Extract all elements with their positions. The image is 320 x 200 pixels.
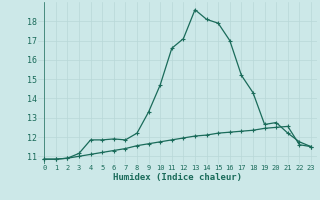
X-axis label: Humidex (Indice chaleur): Humidex (Indice chaleur)	[113, 173, 242, 182]
